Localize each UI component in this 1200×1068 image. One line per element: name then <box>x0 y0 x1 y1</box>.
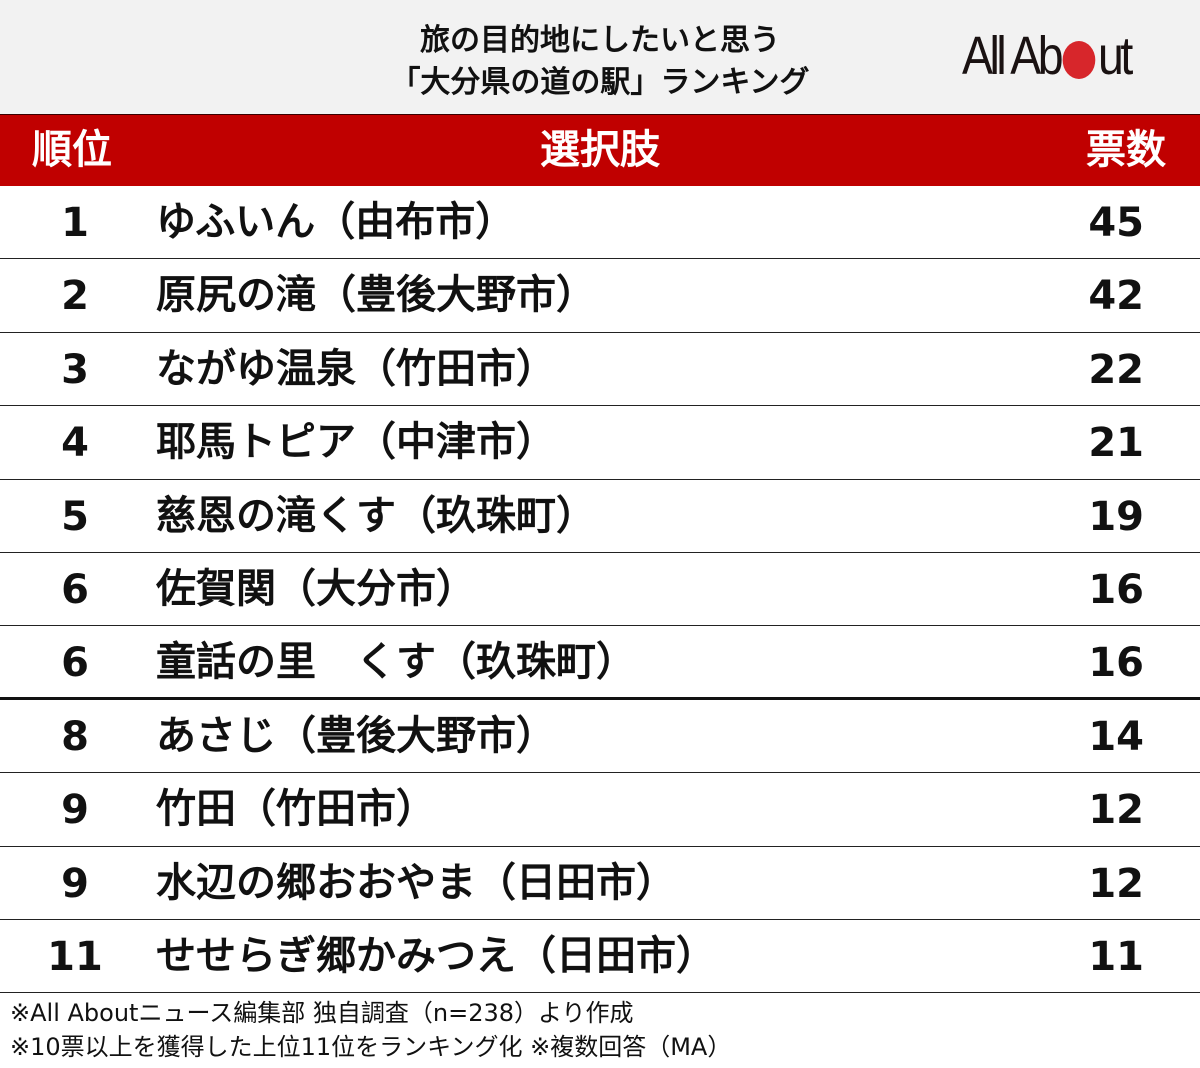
votes-cell: 12 <box>1088 860 1144 907</box>
footnote-method: ※10票以上を獲得した上位11位をランキング化 ※複数回答（MA） <box>10 1033 732 1061</box>
choice-cell: 竹田（竹田市） <box>156 786 436 833</box>
rank-cell: 9 <box>61 860 89 907</box>
rank-cell: 2 <box>61 273 89 320</box>
votes-cell: 16 <box>1088 640 1144 687</box>
table-row: 4 耶馬トピア（中津市） 21 <box>0 406 1200 480</box>
footnote-source: ※All Aboutニュース編集部 独自調査（n=238）より作成 <box>10 999 634 1027</box>
rank-cell: 6 <box>61 566 89 613</box>
choice-cell: あさじ（豊後大野市） <box>156 712 556 759</box>
logo-text-right: ut <box>1097 26 1133 86</box>
header-votes: 票数 <box>1086 127 1166 173</box>
table-row: 9 水辺の郷おおやま（日田市） 12 <box>0 847 1200 920</box>
choice-cell: せせらぎ郷かみつえ（日田市） <box>156 932 716 979</box>
votes-cell: 12 <box>1088 787 1144 834</box>
rank-cell: 1 <box>61 200 89 246</box>
title-band: 旅の目的地にしたいと思う 「大分県の道の駅」ランキング All Ab ut <box>0 0 1200 114</box>
table-row: 6 佐賀関（大分市） 16 <box>0 553 1200 627</box>
table-header: 順位 選択肢 票数 <box>0 114 1200 186</box>
choice-cell: ながゆ温泉（竹田市） <box>156 345 556 392</box>
table-row: 1 ゆふいん（由布市） 45 <box>0 186 1200 260</box>
header-choice: 選択肢 <box>540 127 660 173</box>
rank-cell: 6 <box>61 640 89 687</box>
title-line-1: 旅の目的地にしたいと思う <box>420 23 780 58</box>
votes-cell: 11 <box>1088 933 1144 980</box>
rank-cell: 8 <box>61 713 89 760</box>
chart-title: 旅の目的地にしたいと思う 「大分県の道の駅」ランキング <box>300 20 900 104</box>
choice-cell: 耶馬トピア（中津市） <box>156 419 556 466</box>
title-line-2: 「大分県の道の駅」ランキング <box>390 65 810 100</box>
choice-cell: 慈恩の滝くす（玖珠町） <box>156 492 596 539</box>
table-row: 3 ながゆ温泉（竹田市） 22 <box>0 333 1200 407</box>
choice-cell: 水辺の郷おおやま（日田市） <box>156 859 676 906</box>
logo-text-left: All Ab <box>962 26 1064 86</box>
logo-dot-icon <box>1062 41 1096 79</box>
table-row: 5 慈恩の滝くす（玖珠町） 19 <box>0 480 1200 553</box>
table-row: 11 せせらぎ郷かみつえ（日田市） 11 <box>0 920 1200 994</box>
votes-cell: 19 <box>1088 493 1144 540</box>
votes-cell: 42 <box>1088 273 1144 320</box>
rank-cell: 4 <box>61 420 89 467</box>
choice-cell: 佐賀関（大分市） <box>156 565 476 612</box>
all-about-logo: All Ab ut <box>962 26 1153 86</box>
rank-cell: 11 <box>47 933 103 980</box>
votes-cell: 21 <box>1088 420 1144 467</box>
table-row: 8 あさじ（豊後大野市） 14 <box>0 700 1200 774</box>
rank-cell: 3 <box>61 346 89 393</box>
rank-cell: 5 <box>61 493 89 540</box>
table-row: 9 竹田（竹田市） 12 <box>0 773 1200 847</box>
footnotes: ※All Aboutニュース編集部 独自調査（n=238）より作成 ※10票以上… <box>10 996 731 1064</box>
table-row: 6 童話の里 くす（玖珠町） 16 <box>0 626 1200 700</box>
choice-cell: 童話の里 くす（玖珠町） <box>156 639 636 686</box>
votes-cell: 45 <box>1088 200 1144 246</box>
table-row: 2 原尻の滝（豊後大野市） 42 <box>0 259 1200 333</box>
choice-cell: ゆふいん（由布市） <box>156 199 516 245</box>
votes-cell: 14 <box>1088 713 1144 760</box>
rank-cell: 9 <box>61 787 89 834</box>
votes-cell: 16 <box>1088 566 1144 613</box>
header-rank: 順位 <box>32 127 112 173</box>
ranking-table-body: 1 ゆふいん（由布市） 45 2 原尻の滝（豊後大野市） 42 3 ながゆ温泉（… <box>0 186 1200 994</box>
choice-cell: 原尻の滝（豊後大野市） <box>156 272 596 319</box>
votes-cell: 22 <box>1088 346 1144 393</box>
